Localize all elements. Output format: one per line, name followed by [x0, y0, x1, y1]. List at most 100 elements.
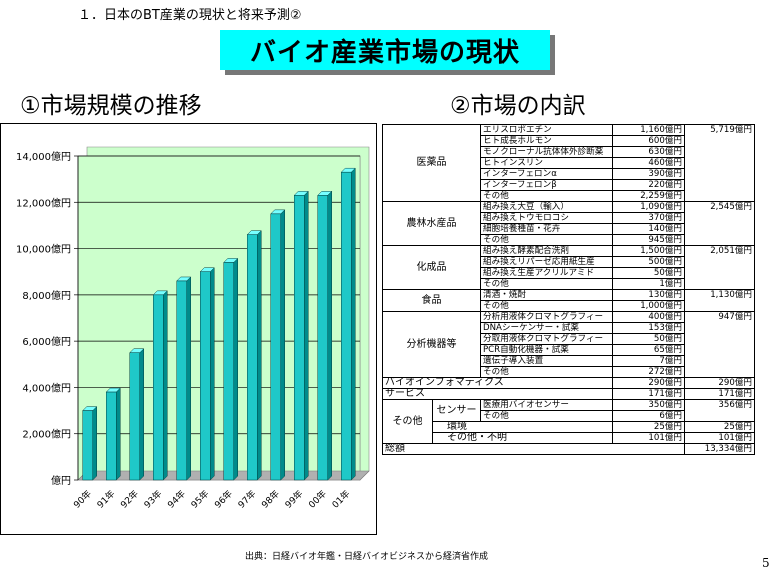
y-tick-label: 14,000億円: [16, 150, 71, 163]
category-total: 25億円: [684, 421, 755, 433]
bar: [270, 213, 281, 481]
plot-area-front: [77, 155, 361, 481]
bar: [247, 234, 258, 481]
item-value: 140億円: [612, 223, 685, 235]
table-row: PCR自動化機器・試薬 65億円: [383, 344, 755, 356]
market-size-chart: 14,000億円 12,000億円 10,000億円 8,000億円 6,000億円 4,…: [0, 123, 377, 535]
table-row: 農林水産品 組み換え大豆（輸入） 1,090億円 2,545億円: [382, 201, 755, 246]
item-name: 組み換えトウモロコシ: [480, 212, 613, 224]
item-value: 6億円: [612, 410, 685, 422]
table-row: モノクローナル抗体体外診断薬 630億円: [383, 146, 755, 158]
item-value: 220億円: [612, 179, 685, 191]
item-name: その他: [480, 278, 613, 290]
table-row: その他・不明 101億円 101億円: [383, 432, 755, 444]
item-name: その他: [480, 300, 613, 312]
table-row: ヒトインスリン 460億円: [383, 157, 755, 169]
item-value: 630億円: [612, 146, 685, 158]
item-value: 171億円: [612, 388, 685, 400]
table-row: バイオインフォマティクス 290億円 290億円: [382, 377, 755, 389]
breakdown-table: 医薬品 エリスロポエチン 1,160億円 5,719億円 ヒト成長ホルモン 600億円 モノ…: [382, 124, 755, 455]
item-name: 細胞培養種苗・花卉: [480, 223, 613, 235]
y-tick-label: 億円: [51, 474, 71, 487]
item-name: 遺伝子導入装置: [480, 355, 613, 367]
item-value: 400億円: [612, 311, 685, 323]
bar-side: [351, 167, 356, 481]
item-name: DNAシーケンサー・試薬: [480, 322, 613, 334]
item-value: 7億円: [612, 355, 685, 367]
item-value: 1,090億円: [612, 201, 685, 213]
bar-side: [257, 230, 262, 481]
table-row: その他 272億円: [383, 366, 755, 378]
category-label: サービス: [382, 388, 613, 400]
item-name: その他: [480, 190, 613, 202]
table-row: DNAシーケンサー・試薬 153億円: [383, 322, 755, 334]
table-row: 総額 13,334億円: [382, 443, 755, 455]
slide-title: バイオ産業市場の現状: [220, 30, 550, 70]
bar: [200, 271, 211, 481]
item-value: 945億円: [612, 234, 685, 246]
item-name: 医療用バイオセンサー: [480, 399, 613, 411]
bar-side: [327, 190, 332, 481]
category-total: 290億円: [684, 377, 755, 389]
item-name: ヒト成長ホルモン: [480, 135, 613, 147]
item-value: 272億円: [612, 366, 685, 378]
item-name: 組み換え酵素配合洗剤: [480, 245, 613, 257]
item-name: モノクローナル抗体体外診断薬: [480, 146, 613, 158]
category-total: 1,130億円: [684, 289, 755, 312]
table-row: 医薬品 エリスロポエチン 1,160億円 5,719億円: [382, 124, 755, 202]
category-label: 食品: [382, 289, 481, 312]
category-total: 2,051億円: [684, 245, 755, 290]
page-number: 5: [762, 556, 770, 570]
item-name: 組み換えリパーゼ応用紙生産: [480, 256, 613, 268]
item-name: PCR自動化機器・試薬: [480, 344, 613, 356]
bar-side: [210, 267, 215, 481]
item-value: 370億円: [612, 212, 685, 224]
y-tick-label: 12,000億円: [16, 196, 71, 209]
category-label: その他: [382, 399, 433, 444]
y-tick-label: 10,000億円: [16, 243, 71, 256]
y-tick-label: 6,000億円: [22, 335, 71, 348]
item-name: 清酒・焼酎: [480, 289, 613, 301]
bar: [341, 171, 352, 481]
category-label: バイオインフォマティクス: [382, 377, 613, 389]
bar-side: [163, 290, 168, 481]
y-tick-label: 4,000億円: [22, 381, 71, 394]
subcategory-label: 環境: [432, 421, 613, 433]
bar-side: [233, 257, 238, 481]
item-value: 600億円: [612, 135, 685, 147]
item-name: 分取用液体クロマトグラフィー: [480, 333, 613, 345]
bar: [317, 195, 328, 481]
table-row: 組み換えリパーゼ応用紙生産 500億円: [383, 256, 755, 268]
bar-side: [280, 209, 285, 481]
bar: [82, 410, 93, 481]
table-row: ヒト成長ホルモン 600億円: [383, 135, 755, 147]
grand-total-value: 13,334億円: [684, 443, 755, 455]
table-row: サービス 171億円 171億円: [382, 388, 755, 400]
bar: [129, 352, 140, 481]
category-total: 5,719億円: [684, 124, 755, 202]
table-row: 化成品 組み換え酵素配合洗剤 1,500億円 2,051億円: [382, 245, 755, 290]
item-name: 組み換え大豆（輸入）: [480, 201, 613, 213]
category-label: 農林水産品: [382, 201, 481, 246]
bar: [294, 195, 305, 481]
item-value: 130億円: [612, 289, 685, 301]
source-note: 出典：日経バイオ年鑑・日経バイオビジネスから経済省作成: [245, 552, 489, 562]
subcategory-label: その他・不明: [432, 432, 613, 444]
item-value: 1,000億円: [612, 300, 685, 312]
category-label: 化成品: [382, 245, 481, 290]
item-name: インターフェロンβ: [480, 179, 613, 191]
section-title-breakdown: ②市場の内訳: [450, 93, 586, 119]
item-value: 1,500億円: [612, 245, 685, 257]
table-row: その他 2,259億円: [383, 190, 755, 202]
item-name: ヒトインスリン: [480, 157, 613, 169]
table-row: その他 センサー 医療用バイオセンサー 350億円 356億円: [382, 399, 755, 444]
bar: [106, 391, 117, 481]
item-name: その他: [480, 410, 613, 422]
item-value: 500億円: [612, 256, 685, 268]
table-row: 分析機器等 分析用液体クロマトグラフィー 400億円 947億円: [382, 311, 755, 378]
section-title-market-size: ①市場規模の推移: [20, 93, 202, 119]
item-name: インターフェロンα: [480, 168, 613, 180]
y-tick-label: 8,000億円: [22, 289, 71, 302]
item-name: 組み換え生産アクリルアミド: [480, 267, 613, 279]
item-value: 101億円: [612, 432, 685, 444]
